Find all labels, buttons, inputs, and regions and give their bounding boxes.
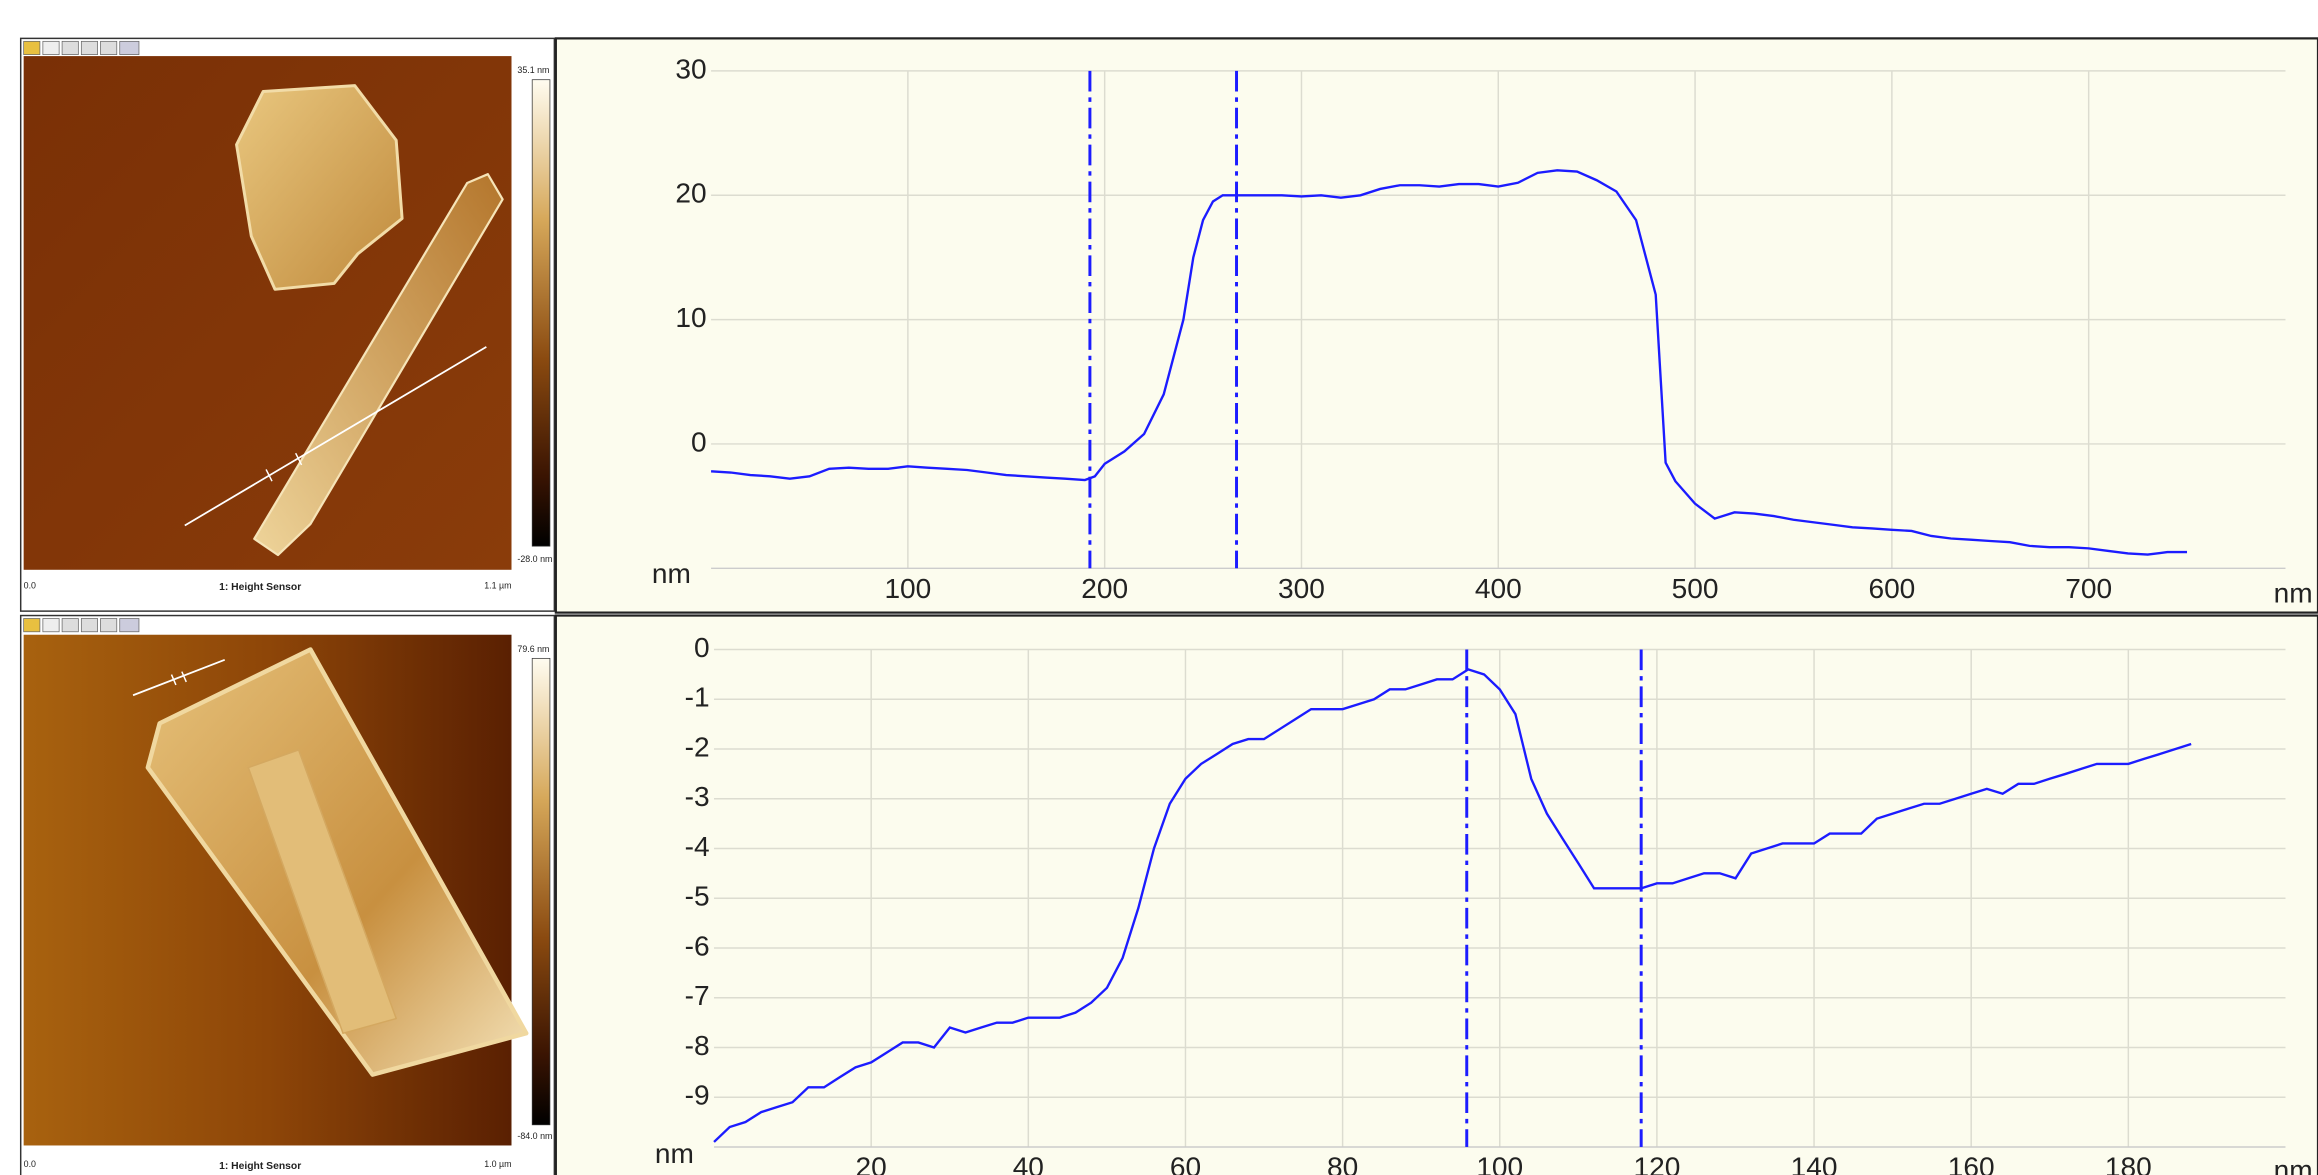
x-tick-label: 100 — [884, 573, 931, 604]
x-tick-label: 20 — [856, 1152, 887, 1175]
y-tick-label: -8 — [685, 1030, 710, 1061]
x-tick-label: 120 — [1633, 1152, 1680, 1175]
y-tick-label: -5 — [685, 881, 710, 912]
y-tick-label: 10 — [675, 302, 706, 333]
chart-panel — [556, 38, 2318, 612]
y-tick-label: -6 — [685, 930, 710, 961]
y-tick-label: -1 — [685, 682, 710, 713]
x-tick-label: 300 — [1278, 573, 1325, 604]
tool-button[interactable] — [120, 618, 139, 631]
x-end: 1.0 µm — [484, 1159, 511, 1169]
y-tick-label: 0 — [691, 426, 707, 457]
y-tick-label: -2 — [685, 731, 710, 762]
y-tick-label: -7 — [685, 980, 710, 1011]
tool-button[interactable] — [81, 41, 97, 54]
x-tick-label: 160 — [1948, 1152, 1995, 1175]
scale-min: -28.0 nm — [517, 554, 552, 564]
screen: 35.1 nm -28.0 nm 0.0 1: Height Sensor 1.… — [0, 0, 2318, 1175]
x-tick-label: 200 — [1081, 573, 1128, 604]
x-tick-label: 100 — [1476, 1152, 1523, 1175]
x-tick-label: 400 — [1475, 573, 1522, 604]
color-bar — [532, 80, 550, 546]
x-tick-label: 500 — [1672, 573, 1719, 604]
y-axis-label: nm — [652, 558, 691, 589]
y-tick-label: -9 — [685, 1080, 710, 1111]
scale-min: -84.0 nm — [517, 1131, 552, 1141]
caption: 1: Height Sensor — [219, 582, 301, 593]
tool-button[interactable] — [43, 618, 59, 631]
tool-button[interactable] — [24, 41, 40, 54]
x-tick-label: 80 — [1327, 1152, 1358, 1175]
caption: 1: Height Sensor — [219, 1161, 301, 1172]
tool-button[interactable] — [24, 618, 40, 631]
x-tick-label: 40 — [1013, 1152, 1044, 1175]
x-end: 1.1 µm — [484, 580, 511, 590]
y-tick-label: 0 — [694, 632, 710, 663]
x-tick-label: 60 — [1170, 1152, 1201, 1175]
tool-button[interactable] — [62, 618, 78, 631]
x-tick-label: 600 — [1868, 573, 1915, 604]
image-panel: 35.1 nm -28.0 nm 0.0 1: Height Sensor 1.… — [21, 38, 555, 611]
scale-max: 35.1 nm — [517, 65, 549, 75]
x-start: 0.0 — [24, 580, 36, 590]
y-tick-label: -3 — [685, 781, 710, 812]
tool-button[interactable] — [101, 41, 117, 54]
scale-max: 79.6 nm — [517, 644, 549, 654]
x-tick-label: 700 — [2065, 573, 2112, 604]
y-axis-label: nm — [655, 1138, 694, 1169]
color-bar — [532, 658, 550, 1124]
x-tick-label: 180 — [2105, 1152, 2152, 1175]
y-tick-label: 20 — [675, 178, 706, 209]
x-axis-label: nm — [2274, 577, 2313, 608]
y-tick-label: 30 — [675, 53, 706, 84]
x-start: 0.0 — [24, 1159, 36, 1169]
tool-button[interactable] — [101, 618, 117, 631]
tool-button[interactable] — [43, 41, 59, 54]
tool-button[interactable] — [81, 618, 97, 631]
x-tick-label: 140 — [1791, 1152, 1838, 1175]
tool-button[interactable] — [62, 41, 78, 54]
x-axis-label: nm — [2274, 1154, 2313, 1175]
tool-button[interactable] — [120, 41, 139, 54]
image-panel: 79.6 nm -84.0 nm 0.0 1: Height Sensor 1.… — [21, 616, 555, 1175]
page: 35.1 nm -28.0 nm 0.0 1: Height Sensor 1.… — [0, 0, 2318, 1175]
y-tick-label: -4 — [685, 831, 710, 862]
